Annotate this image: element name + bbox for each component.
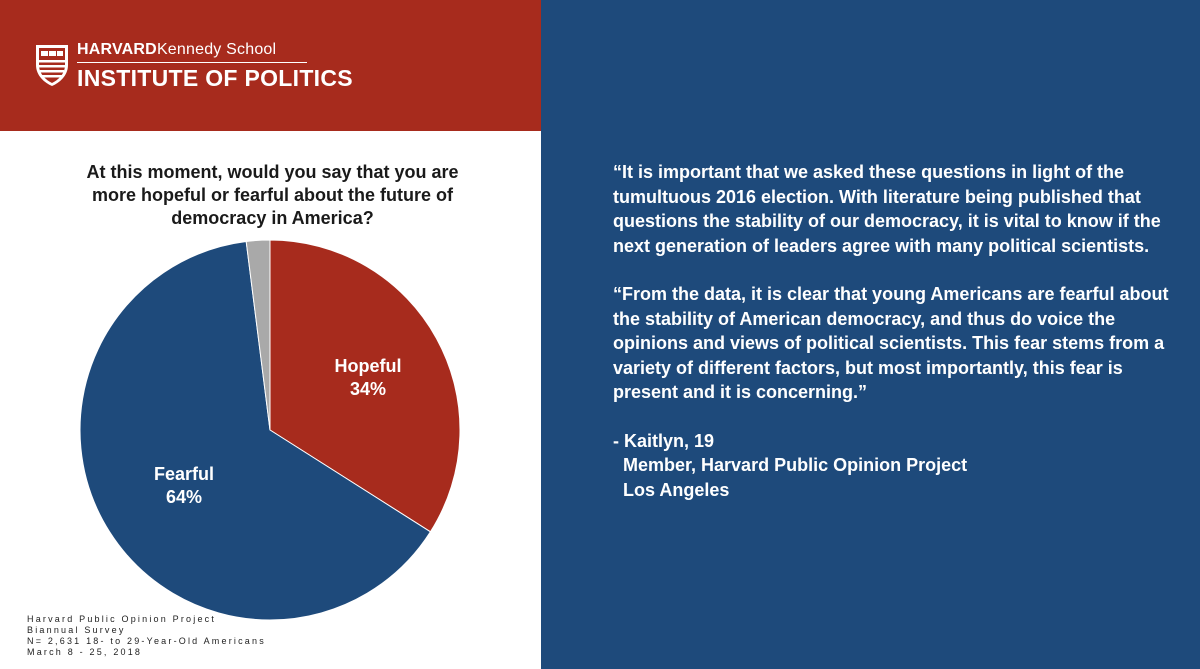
signature-line: Member, Harvard Public Opinion Project [613,455,968,475]
harvard-shield-icon [36,45,68,86]
quote-paragraph-1: “It is important that we asked these que… [613,162,1161,256]
left-panel: HARVARDKennedy School INSTITUTE OF POLIT… [0,0,541,669]
pie-chart: Hopeful 34% Fearful 64% [79,239,461,621]
signature-line: - Kaitlyn, 19 [613,430,715,451]
survey-footer: Harvard Public Opinion Project Biannual … [27,614,266,658]
spacer [613,258,1173,282]
footer-line: Harvard Public Opinion Project [27,614,217,624]
chart-question: At this moment, would you say that you a… [86,162,459,228]
brand-divider [77,62,307,63]
header-banner: HARVARDKennedy School INSTITUTE OF POLIT… [0,0,541,131]
slice-value-label: 64% [166,487,202,507]
pie-slice-fearful [79,240,432,621]
harvard-kennedy-school-logo: HARVARDKennedy School INSTITUTE OF POLIT… [34,41,353,93]
spacer [613,405,1173,429]
signature-line: Los Angeles [613,479,730,500]
pie-slice-hopeful [269,239,461,533]
institute-name: INSTITUTE OF POLITICS [77,65,353,91]
footer-line: Biannual Survey [27,625,126,635]
slice-value-label: 34% [350,379,386,399]
quote-paragraph-2: “From the data, it is clear that young A… [613,284,1169,402]
footer-line: N= 2,631 18- to 29-Year-Old Americans [27,636,266,646]
slice-label: Fearful [154,464,214,484]
quote-text: “It is important that we asked these que… [613,160,1173,502]
quote-panel: “It is important that we asked these que… [541,0,1200,669]
footer-line: March 8 - 25, 2018 [27,647,143,657]
brand-name: HARVARDKennedy School [77,41,277,58]
slice-label: Hopeful [335,356,402,376]
pie-slice-other [245,239,271,431]
